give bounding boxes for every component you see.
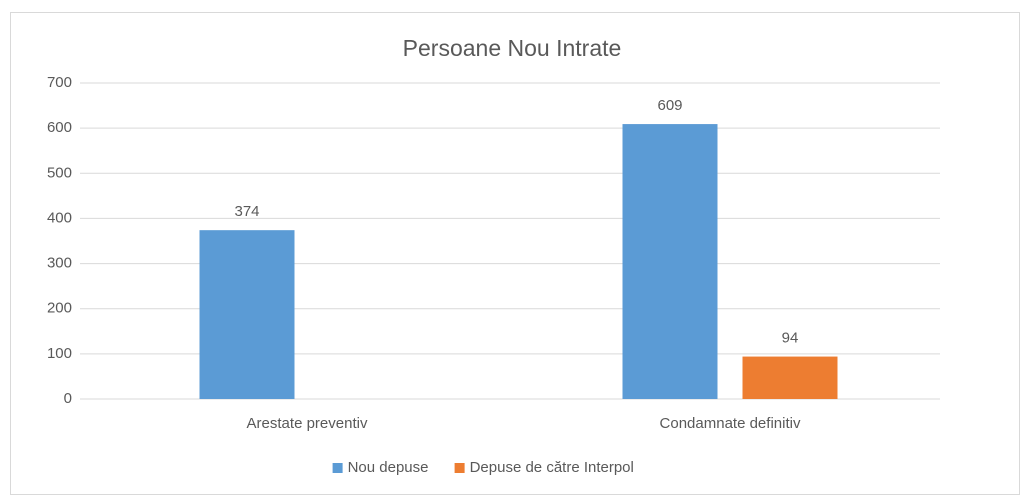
legend-swatch bbox=[454, 463, 465, 473]
legend-label: Depuse de către Interpol bbox=[470, 459, 634, 476]
bar bbox=[622, 124, 718, 399]
y-tick-label: 0 bbox=[64, 390, 72, 407]
legend-swatch bbox=[332, 463, 343, 473]
chart-title: Persoane Nou Intrate bbox=[403, 35, 622, 61]
y-tick-label: 200 bbox=[47, 300, 72, 317]
y-tick-label: 100 bbox=[47, 345, 72, 362]
data-label: 374 bbox=[234, 203, 259, 220]
y-tick-label: 400 bbox=[47, 209, 72, 226]
y-tick-label: 600 bbox=[47, 119, 72, 136]
y-tick-label: 300 bbox=[47, 255, 72, 272]
y-tick-label: 700 bbox=[47, 74, 72, 91]
x-tick-label: Condamnate definitiv bbox=[660, 415, 801, 432]
y-tick-label: 500 bbox=[47, 164, 72, 181]
data-label: 609 bbox=[657, 97, 682, 114]
bar bbox=[742, 356, 838, 399]
x-tick-label: Arestate preventiv bbox=[247, 415, 368, 432]
legend-label: Nou depuse bbox=[348, 459, 429, 476]
bar bbox=[199, 230, 295, 399]
chart-border bbox=[10, 12, 1020, 495]
data-label: 94 bbox=[782, 330, 799, 347]
